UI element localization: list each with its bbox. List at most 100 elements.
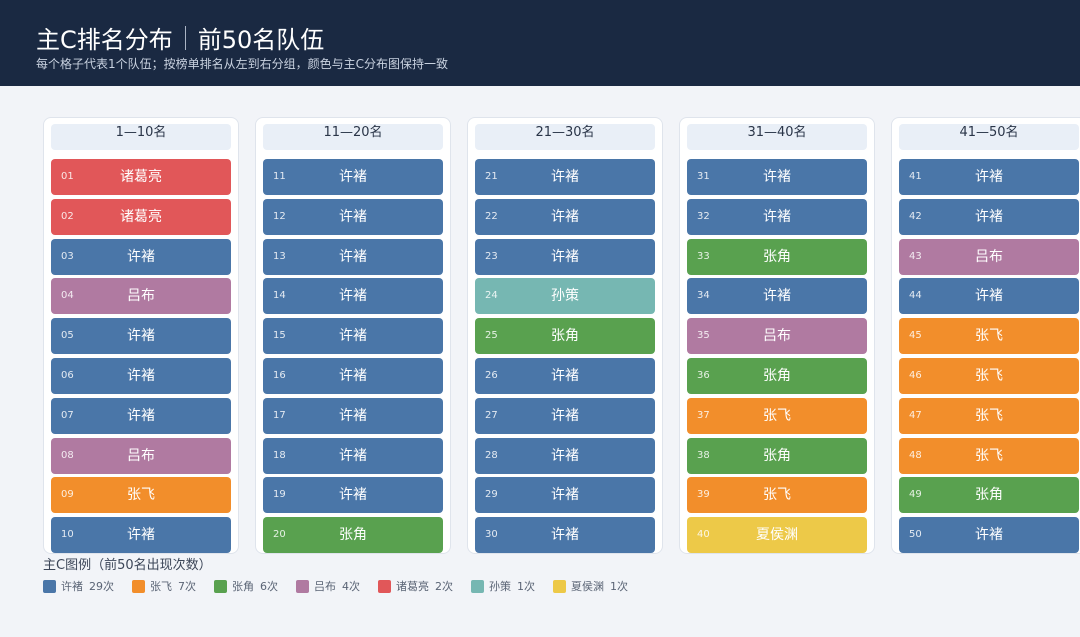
team-rank: 03 xyxy=(61,250,74,262)
legend-count: 4次 xyxy=(342,580,360,593)
team-main-c: 许褚 xyxy=(127,407,155,424)
team-cell: 17 许褚 xyxy=(263,397,443,434)
team-rank: 10 xyxy=(61,529,74,541)
team-cell: 45 张飞 xyxy=(899,318,1079,355)
team-rank: 18 xyxy=(273,449,286,461)
team-main-c: 许褚 xyxy=(339,407,367,424)
team-cell: 32 许褚 xyxy=(687,198,867,235)
team-rank: 43 xyxy=(909,250,922,262)
team-rank: 07 xyxy=(61,409,74,421)
legend-item: 孙策 1次 xyxy=(471,578,535,594)
page-title: 主C排名分布 前50名队伍 xyxy=(36,20,324,55)
legend-label: 吕布 xyxy=(314,580,336,593)
team-rank: 41 xyxy=(909,171,922,182)
team-main-c: 诸葛亮 xyxy=(120,169,162,185)
legend-swatch xyxy=(43,579,56,593)
team-rank: 09 xyxy=(61,489,74,501)
legend-count: 29次 xyxy=(89,580,114,593)
team-rank: 20 xyxy=(273,529,286,541)
team-main-c: 许褚 xyxy=(763,288,791,305)
team-main-c: 许褚 xyxy=(127,328,155,345)
team-main-c: 许褚 xyxy=(975,288,1003,305)
team-cell: 44 许褚 xyxy=(899,278,1079,315)
team-cell: 10 许褚 xyxy=(51,517,231,554)
legend-label: 许褚 xyxy=(61,580,83,593)
rank-group: 11—20名 11 许褚 12 许褚 13 许褚 14 许褚 15 许褚 16 许褚 17 许褚 18 许褚 19… xyxy=(255,117,451,554)
rank-group-label: 31—40名 xyxy=(687,124,867,150)
legend-label: 孙策 xyxy=(489,580,511,593)
legend-item: 张飞 7次 xyxy=(132,578,196,594)
team-cell: 29 许褚 xyxy=(475,477,655,514)
team-cell: 02 诸葛亮 xyxy=(51,198,231,235)
team-rank: 44 xyxy=(909,290,922,302)
team-rank: 34 xyxy=(697,290,710,302)
team-rank: 15 xyxy=(273,330,286,342)
team-cell: 18 许褚 xyxy=(263,437,443,474)
team-cell: 24 孙策 xyxy=(475,278,655,315)
team-main-c: 许褚 xyxy=(551,169,579,185)
team-rank: 30 xyxy=(485,529,498,541)
team-main-c: 许褚 xyxy=(551,407,579,424)
legend-title: 主C图例（前50名出现次数） xyxy=(43,558,212,573)
team-rank: 28 xyxy=(485,449,498,461)
team-cell: 23 许褚 xyxy=(475,238,655,275)
team-cell: 28 许褚 xyxy=(475,437,655,474)
team-cell: 22 许褚 xyxy=(475,198,655,235)
team-main-c: 许褚 xyxy=(551,527,579,544)
team-rank: 01 xyxy=(61,171,74,182)
team-main-c: 吕布 xyxy=(975,248,1003,265)
team-cell: 38 张角 xyxy=(687,437,867,474)
legend-label: 夏侯渊 xyxy=(571,580,604,593)
legend-count: 7次 xyxy=(178,580,196,593)
team-main-c: 张角 xyxy=(763,368,791,384)
team-cell: 47 张飞 xyxy=(899,397,1079,434)
team-cell: 41 许褚 xyxy=(899,159,1079,195)
team-cell: 01 诸葛亮 xyxy=(51,159,231,195)
team-cell: 19 许褚 xyxy=(263,477,443,514)
team-main-c: 许褚 xyxy=(763,169,791,185)
team-rank: 37 xyxy=(697,409,710,421)
team-main-c: 许褚 xyxy=(975,527,1003,544)
team-rank: 05 xyxy=(61,330,74,342)
legend-count: 1次 xyxy=(517,580,535,593)
team-rank: 50 xyxy=(909,529,922,541)
legend-swatch xyxy=(132,579,145,593)
team-cell: 11 许褚 xyxy=(263,159,443,195)
title-sub: 前50名队伍 xyxy=(197,26,325,54)
team-main-c: 张飞 xyxy=(127,487,155,504)
rank-group: 31—40名 31 许褚 32 许褚 33 张角 34 许褚 35 吕布 36 张角 37 张飞 38 张角 39… xyxy=(679,117,875,554)
legend-count: 2次 xyxy=(435,580,453,593)
team-rank: 33 xyxy=(697,250,710,262)
team-main-c: 张飞 xyxy=(975,328,1003,345)
team-main-c: 张飞 xyxy=(763,487,791,504)
team-rank: 29 xyxy=(485,489,498,501)
team-main-c: 许褚 xyxy=(339,447,367,464)
rank-group-label: 11—20名 xyxy=(263,124,443,150)
team-main-c: 张飞 xyxy=(975,368,1003,384)
team-main-c: 许褚 xyxy=(975,169,1003,185)
team-cell: 05 许褚 xyxy=(51,318,231,355)
team-cell: 07 许褚 xyxy=(51,397,231,434)
legend-swatch xyxy=(378,579,391,593)
team-rank: 35 xyxy=(697,330,710,342)
team-rank: 24 xyxy=(485,290,498,302)
legend-swatch xyxy=(553,579,566,593)
team-main-c: 许褚 xyxy=(127,368,155,384)
team-main-c: 许褚 xyxy=(339,487,367,504)
team-cell: 27 许褚 xyxy=(475,397,655,434)
team-cell: 36 张角 xyxy=(687,358,867,394)
rank-group: 1—10名 01 诸葛亮 02 诸葛亮 03 许褚 04 吕布 05 许褚 06 许褚 07 许褚 08 吕布 0… xyxy=(43,117,239,554)
team-rank: 32 xyxy=(697,210,710,222)
team-rank: 23 xyxy=(485,250,498,262)
legend-swatch xyxy=(471,579,484,593)
team-rank: 02 xyxy=(61,210,74,222)
legend-item: 诸葛亮 2次 xyxy=(378,578,453,594)
team-cell: 25 张角 xyxy=(475,318,655,355)
team-rank: 16 xyxy=(273,370,286,381)
team-main-c: 吕布 xyxy=(763,328,791,345)
team-rank: 25 xyxy=(485,330,498,342)
team-main-c: 张角 xyxy=(551,328,579,345)
header-bar: 主C排名分布 前50名队伍 每个格子代表1个队伍；按榜单排名从左到右分组，颜色与… xyxy=(0,0,1080,86)
team-main-c: 张飞 xyxy=(763,407,791,424)
team-rank: 06 xyxy=(61,370,74,381)
